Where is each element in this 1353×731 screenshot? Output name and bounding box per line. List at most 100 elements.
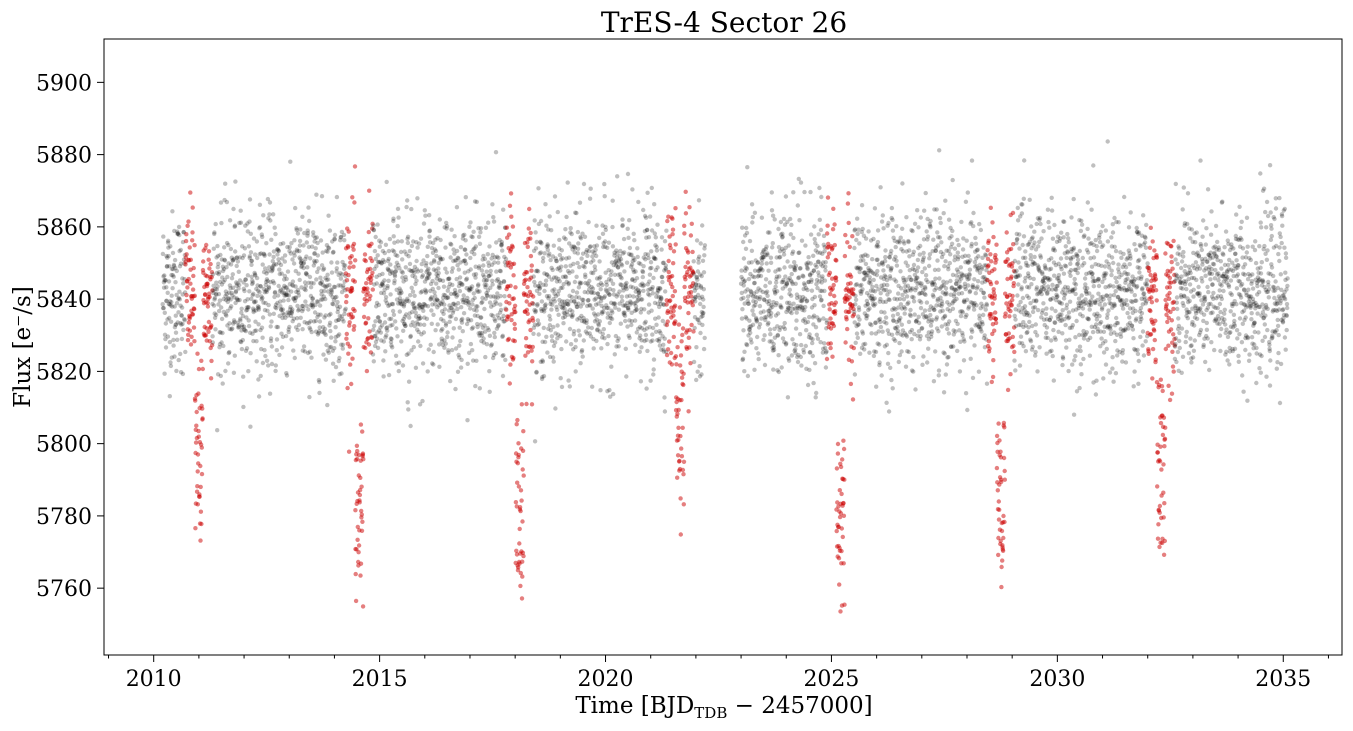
out-of-transit-point	[394, 326, 399, 331]
out-of-transit-point	[768, 332, 773, 337]
out-of-transit-point	[912, 221, 918, 226]
out-of-transit-point	[403, 323, 408, 328]
out-of-transit-point	[177, 264, 183, 269]
in-transit-point	[205, 281, 210, 287]
in-transit-point	[200, 416, 205, 421]
out-of-transit-point	[397, 266, 402, 271]
out-of-transit-point	[235, 298, 241, 303]
out-of-transit-point	[943, 259, 948, 264]
in-transit-point	[363, 320, 369, 325]
out-of-transit-point	[338, 283, 343, 288]
out-of-transit-point	[182, 316, 187, 322]
out-of-transit-point	[215, 253, 221, 259]
out-of-transit-point	[323, 296, 328, 302]
out-of-transit-point	[1134, 225, 1139, 231]
out-of-transit-point	[798, 180, 804, 185]
out-of-transit-point	[1090, 329, 1096, 335]
out-of-transit-point	[894, 224, 899, 229]
out-of-transit-point	[237, 278, 243, 283]
out-of-transit-point	[265, 287, 270, 292]
out-of-transit-point	[867, 306, 872, 311]
out-of-transit-point	[409, 206, 414, 212]
in-transit-point	[665, 319, 670, 324]
out-of-transit-point	[536, 186, 541, 191]
in-transit-point	[681, 502, 686, 507]
in-transit-point	[665, 218, 670, 224]
out-of-transit-point	[214, 270, 220, 276]
out-of-transit-point	[566, 255, 572, 260]
out-of-transit-point	[252, 300, 257, 305]
in-transit-point	[196, 428, 201, 434]
out-of-transit-point	[319, 194, 325, 199]
out-of-transit-point	[276, 283, 281, 289]
out-of-transit-point	[1051, 327, 1056, 333]
in-transit-point	[184, 292, 189, 298]
out-of-transit-point	[180, 276, 185, 281]
out-of-transit-point	[937, 215, 943, 221]
in-transit-point	[681, 472, 686, 477]
in-transit-point	[357, 487, 363, 493]
out-of-transit-point	[260, 335, 265, 340]
out-of-transit-point	[1132, 369, 1137, 374]
out-of-transit-point	[175, 231, 180, 237]
out-of-transit-point	[946, 331, 952, 336]
out-of-transit-point	[573, 369, 578, 374]
out-of-transit-point	[743, 246, 749, 251]
out-of-transit-point	[618, 321, 623, 326]
out-of-transit-point	[593, 267, 598, 273]
out-of-transit-point	[764, 244, 769, 249]
out-of-transit-point	[394, 260, 400, 265]
out-of-transit-point	[590, 306, 595, 311]
in-transit-point	[525, 244, 530, 250]
out-of-transit-point	[323, 275, 328, 281]
out-of-transit-point	[236, 269, 241, 274]
out-of-transit-point	[1083, 282, 1088, 287]
in-transit-point	[355, 537, 360, 542]
in-transit-point	[847, 244, 852, 250]
out-of-transit-point	[396, 291, 402, 296]
out-of-transit-point	[380, 282, 385, 287]
out-of-transit-point	[498, 307, 504, 313]
out-of-transit-point	[423, 303, 428, 308]
out-of-transit-point	[254, 339, 259, 344]
out-of-transit-point	[958, 265, 963, 270]
out-of-transit-point	[219, 305, 224, 310]
in-transit-point	[358, 573, 363, 578]
out-of-transit-point	[625, 226, 630, 231]
in-transit-point	[678, 353, 684, 358]
out-of-transit-point	[654, 248, 660, 253]
out-of-transit-point	[1062, 219, 1067, 224]
out-of-transit-point	[531, 331, 536, 336]
in-transit-point	[190, 205, 195, 210]
out-of-transit-point	[402, 321, 407, 326]
out-of-transit-point	[936, 373, 941, 378]
in-transit-point	[841, 438, 846, 443]
out-of-transit-point	[1068, 268, 1074, 273]
out-of-transit-point	[483, 354, 488, 360]
out-of-transit-point	[824, 349, 829, 354]
out-of-transit-point	[638, 333, 643, 338]
out-of-transit-point	[307, 218, 312, 224]
out-of-transit-point	[819, 297, 824, 302]
out-of-transit-point	[373, 256, 378, 262]
out-of-transit-point	[428, 281, 434, 287]
out-of-transit-point	[1140, 329, 1146, 334]
out-of-transit-point	[1049, 195, 1054, 200]
out-of-transit-point	[227, 283, 233, 288]
out-of-transit-point	[921, 354, 926, 359]
in-transit-point	[511, 273, 516, 278]
in-transit-point	[664, 352, 670, 358]
out-of-transit-point	[267, 391, 273, 396]
in-transit-point	[514, 422, 519, 427]
in-transit-point	[674, 362, 679, 367]
out-of-transit-point	[316, 377, 322, 383]
out-of-transit-point	[701, 304, 706, 310]
out-of-transit-point	[465, 418, 470, 423]
out-of-transit-point	[289, 241, 294, 246]
out-of-transit-point	[765, 252, 770, 258]
out-of-transit-point	[405, 198, 410, 203]
out-of-transit-point	[334, 266, 339, 271]
out-of-transit-point	[1122, 194, 1127, 200]
out-of-transit-point	[303, 283, 308, 289]
out-of-transit-point	[1028, 339, 1034, 344]
